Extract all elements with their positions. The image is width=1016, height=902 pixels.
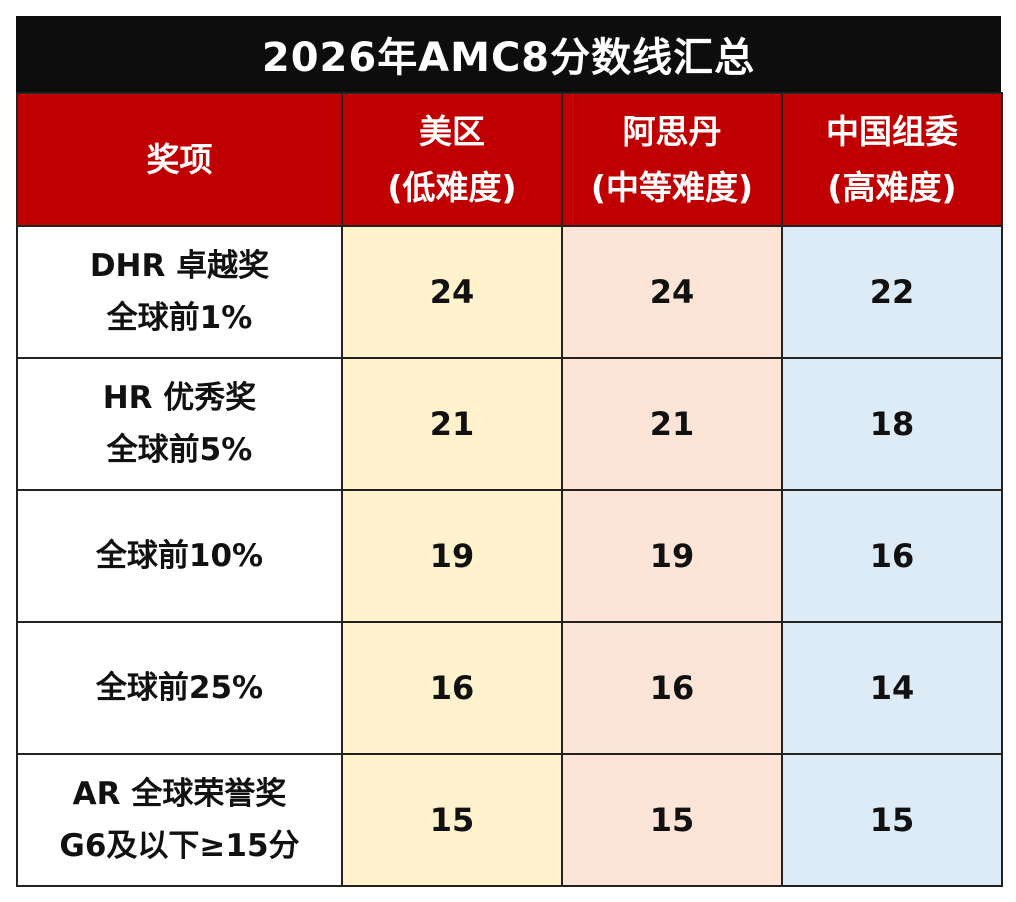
astar-score-cell: 24 (561, 225, 783, 359)
header-astar-label: 阿思丹 (622, 111, 722, 151)
table-row: 全球前25% 16 16 14 (16, 621, 1003, 755)
header-award-label: 奖项 (146, 139, 213, 179)
china-score-cell: 22 (781, 225, 1003, 359)
header-us-label: 美区 (419, 111, 485, 151)
china-score-cell: 15 (781, 753, 1003, 887)
astar-score-cell: 16 (561, 621, 783, 755)
score-summary-sheet: 2026年AMC8分数线汇总 奖项 美区 (低难度) 阿思丹 (中等难度) 中国… (16, 16, 1003, 887)
astar-score-cell: 21 (561, 357, 783, 491)
header-china-difficulty: (高难度) (827, 167, 957, 207)
header-astar: 阿思丹 (中等难度) (561, 92, 783, 227)
header-us-region: 美区 (低难度) (341, 92, 563, 227)
table-row: AR 全球荣誉奖 G6及以下≥15分 15 15 15 (16, 753, 1003, 887)
award-rank: 全球前5% (106, 432, 253, 468)
page-title: 2026年AMC8分数线汇总 (16, 16, 1001, 92)
award-rank: 全球前1% (106, 300, 253, 336)
us-score-cell: 15 (341, 753, 563, 887)
astar-score-cell: 19 (561, 489, 783, 623)
award-name: HR 优秀奖 (102, 380, 257, 416)
award-cell: HR 优秀奖 全球前5% (16, 357, 343, 491)
table-row: HR 优秀奖 全球前5% 21 21 18 (16, 357, 1003, 491)
award-cell: 全球前10% (16, 489, 343, 623)
us-score-cell: 24 (341, 225, 563, 359)
award-name: DHR 卓越奖 (89, 248, 270, 284)
china-score-cell: 16 (781, 489, 1003, 623)
award-name: AR 全球荣誉奖 (72, 776, 287, 812)
score-table: 奖项 美区 (低难度) 阿思丹 (中等难度) 中国组委 (高难度) (16, 92, 1003, 887)
astar-score-cell: 15 (561, 753, 783, 887)
award-cell: 全球前25% (16, 621, 343, 755)
header-china-label: 中国组委 (826, 111, 958, 151)
us-score-cell: 16 (341, 621, 563, 755)
award-name: 全球前10% (95, 538, 264, 574)
award-name: 全球前25% (95, 670, 264, 706)
header-astar-difficulty: (中等难度) (590, 167, 754, 207)
award-cell: AR 全球荣誉奖 G6及以下≥15分 (16, 753, 343, 887)
us-score-cell: 21 (341, 357, 563, 491)
table-row: DHR 卓越奖 全球前1% 24 24 22 (16, 225, 1003, 359)
award-rank: G6及以下≥15分 (59, 828, 300, 864)
header-china-committee: 中国组委 (高难度) (781, 92, 1003, 227)
china-score-cell: 18 (781, 357, 1003, 491)
header-us-difficulty: (低难度) (387, 167, 517, 207)
header-award: 奖项 (16, 92, 343, 227)
china-score-cell: 14 (781, 621, 1003, 755)
table-header-row: 奖项 美区 (低难度) 阿思丹 (中等难度) 中国组委 (高难度) (16, 92, 1003, 227)
table-row: 全球前10% 19 19 16 (16, 489, 1003, 623)
us-score-cell: 19 (341, 489, 563, 623)
award-cell: DHR 卓越奖 全球前1% (16, 225, 343, 359)
